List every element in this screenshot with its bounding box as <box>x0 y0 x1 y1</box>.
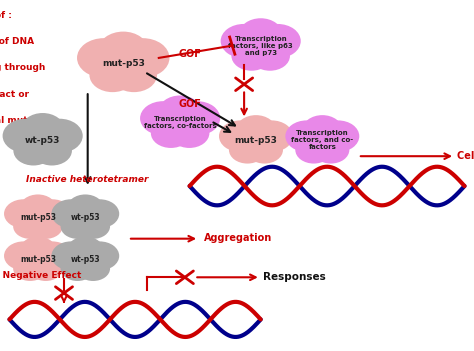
Circle shape <box>33 241 72 270</box>
Text: wt-p53: wt-p53 <box>71 255 100 264</box>
Circle shape <box>3 119 49 153</box>
Circle shape <box>13 136 54 165</box>
Circle shape <box>61 214 94 239</box>
Circle shape <box>51 241 91 270</box>
Circle shape <box>29 256 63 281</box>
Text: Transcription
factors, like p63
and p73: Transcription factors, like p63 and p73 <box>228 36 293 55</box>
Circle shape <box>149 100 211 146</box>
Circle shape <box>90 58 136 92</box>
Text: mut-p53: mut-p53 <box>235 136 277 145</box>
Text: mut-p53: mut-p53 <box>20 255 56 264</box>
Text: t Negative Effect: t Negative Effect <box>0 271 82 280</box>
Circle shape <box>20 237 56 264</box>
Circle shape <box>80 199 119 228</box>
Text: Transcription
factors, co-factors: Transcription factors, co-factors <box>144 116 217 130</box>
Circle shape <box>4 199 43 228</box>
Circle shape <box>236 115 276 145</box>
Text: wt-p53: wt-p53 <box>71 213 100 222</box>
Circle shape <box>111 58 157 92</box>
Text: wt-p53: wt-p53 <box>25 136 60 145</box>
Text: -of DNA: -of DNA <box>0 37 35 46</box>
Circle shape <box>250 41 290 71</box>
Circle shape <box>317 120 359 152</box>
Circle shape <box>221 24 267 58</box>
Circle shape <box>285 120 328 152</box>
Text: mut-p53: mut-p53 <box>102 59 145 68</box>
Circle shape <box>13 214 47 239</box>
Circle shape <box>158 95 202 127</box>
Circle shape <box>12 118 73 163</box>
Circle shape <box>32 136 72 165</box>
Circle shape <box>99 32 148 68</box>
Circle shape <box>230 23 292 68</box>
Circle shape <box>80 241 119 270</box>
Text: Cell survi: Cell survi <box>457 151 474 161</box>
Circle shape <box>67 194 103 221</box>
Circle shape <box>13 256 47 281</box>
Circle shape <box>67 237 103 264</box>
Circle shape <box>231 41 272 71</box>
Text: of :: of : <box>0 11 12 20</box>
Text: Responses: Responses <box>263 272 326 282</box>
Circle shape <box>36 119 83 153</box>
Circle shape <box>59 198 111 237</box>
Text: mut-p53: mut-p53 <box>20 213 56 222</box>
Circle shape <box>76 256 110 281</box>
Circle shape <box>302 115 342 145</box>
Circle shape <box>228 119 284 161</box>
Circle shape <box>12 198 64 237</box>
Circle shape <box>255 24 301 58</box>
Circle shape <box>151 118 191 148</box>
Circle shape <box>246 136 283 164</box>
Circle shape <box>140 101 186 135</box>
Circle shape <box>29 214 63 239</box>
Circle shape <box>20 194 56 221</box>
Text: al mutants: al mutants <box>0 116 50 125</box>
Circle shape <box>312 136 349 164</box>
Text: GOF: GOF <box>178 99 201 108</box>
Circle shape <box>77 38 130 78</box>
Circle shape <box>21 113 64 145</box>
Text: g through: g through <box>0 63 46 72</box>
Text: tact or: tact or <box>0 90 29 99</box>
Circle shape <box>295 136 332 164</box>
Circle shape <box>76 214 110 239</box>
Text: Transcription
factors, and co-
factors: Transcription factors, and co- factors <box>291 131 354 150</box>
Text: Aggregation: Aggregation <box>204 233 272 243</box>
Circle shape <box>61 256 94 281</box>
Circle shape <box>169 118 210 148</box>
Circle shape <box>4 241 43 270</box>
Circle shape <box>88 37 159 90</box>
Circle shape <box>294 119 351 161</box>
Circle shape <box>12 240 64 279</box>
Text: GOF: GOF <box>178 49 201 59</box>
Circle shape <box>51 199 91 228</box>
Circle shape <box>219 120 262 152</box>
Circle shape <box>250 120 293 152</box>
Circle shape <box>59 240 111 279</box>
Circle shape <box>174 101 220 135</box>
Circle shape <box>33 199 72 228</box>
Circle shape <box>229 136 266 164</box>
Circle shape <box>239 18 283 50</box>
Circle shape <box>116 38 170 78</box>
Text: Inactive heterotetramer: Inactive heterotetramer <box>27 175 149 184</box>
